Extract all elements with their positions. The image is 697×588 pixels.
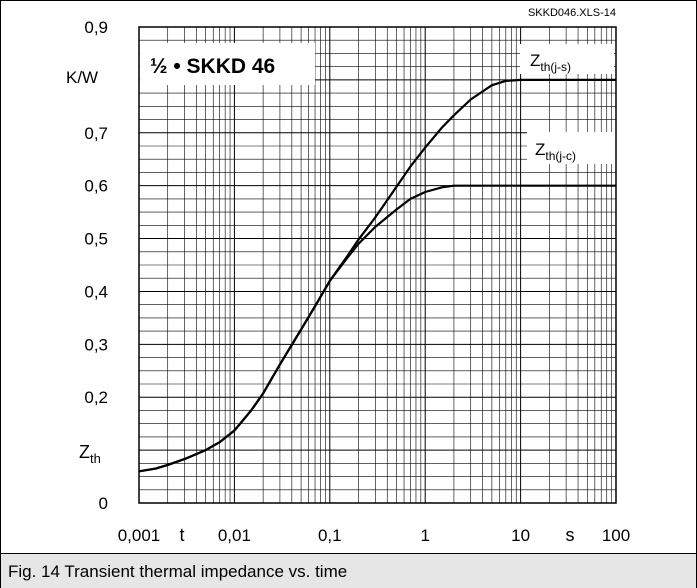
plot-border — [138, 26, 617, 504]
x-tick-label: 1 — [420, 526, 429, 545]
figure-caption: Fig. 14 Transient thermal impedance vs. … — [8, 562, 348, 581]
y-tick-label: 0,7 — [84, 124, 108, 143]
legend-js-sub: th(j-s) — [540, 60, 571, 74]
x-tick-label: 0,01 — [218, 526, 251, 545]
x-tick-label: 0,001 — [118, 526, 161, 545]
x-axis-label-s: s — [566, 525, 575, 545]
file-label: SKKD046.XLS-14 — [528, 7, 616, 19]
y-axis-label: Zth — [79, 442, 101, 466]
legend-jc-sub: th(j-c) — [545, 149, 576, 163]
series-lines — [138, 78, 616, 473]
legend-box-js — [520, 44, 614, 74]
chart-title: ½ • SKKD 46 — [150, 55, 275, 78]
y-tick-label: 0,4 — [84, 282, 108, 301]
caption-bar: Fig. 14 Transient thermal impedance vs. … — [1, 553, 696, 588]
y-tick-label: 0,2 — [84, 388, 108, 407]
y-unit-label: K/W — [66, 68, 98, 87]
title-box — [140, 43, 315, 85]
x-tick-label: 0,1 — [318, 526, 342, 545]
x-tick-label: 10 — [511, 526, 530, 545]
y-axis-label-main: Z — [79, 442, 90, 462]
x-tick-label: 100 — [602, 526, 630, 545]
y-tick-label: 0,3 — [84, 335, 108, 354]
series-line-zth-jc — [138, 184, 616, 473]
legend-label-js: Zth(j-s) — [530, 51, 571, 74]
legend-box-jc — [527, 132, 617, 164]
x-axis-label-t: t — [179, 525, 184, 545]
y-tick-label: 0,6 — [84, 177, 108, 196]
legend-jc-main: Z — [535, 140, 545, 159]
y-axis-label-sub: th — [90, 451, 101, 466]
legend-js-main: Z — [530, 51, 540, 70]
tick-labels: 0,001 0,01 0,1 1 10 100 0 0,2 0,3 0,4 0,5 0,6 0,7 0,9 — [84, 18, 630, 545]
y-tick-label: 0 — [99, 494, 108, 513]
y-tick-label: 0,5 — [84, 230, 108, 249]
legend-label-jc: Zth(j-c) — [535, 140, 576, 163]
chart-svg: 0,001 0,01 0,1 1 10 100 0 0,2 0,3 0,4 0,5 0,6 0,7 0,9… — [66, 7, 630, 545]
grid-lines — [138, 27, 616, 503]
y-tick-label: 0,9 — [84, 18, 108, 37]
